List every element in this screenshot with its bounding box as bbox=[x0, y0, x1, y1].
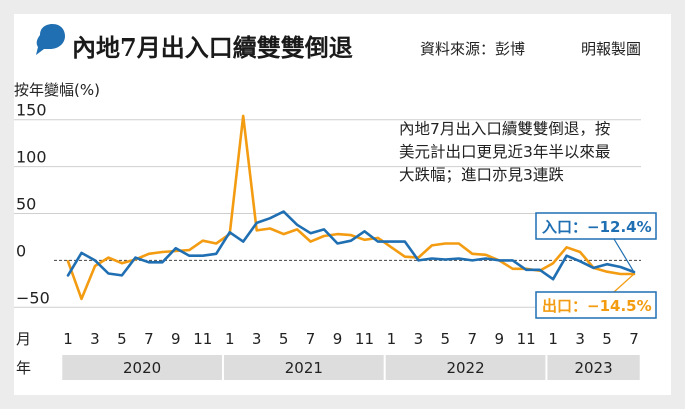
x-month-tick-label: 1 bbox=[63, 330, 73, 348]
year-row-label: 年 bbox=[16, 359, 31, 377]
x-axis-months: 1 3 5 7 9 11 1 3 5 7 9 11 1 3 5 7 9 11 1 3 5 7 bbox=[63, 330, 639, 348]
x-month-tick-label: 9 bbox=[494, 330, 504, 348]
x-month-tick-label: 1 bbox=[225, 330, 235, 348]
x-month-tick-label: 7 bbox=[468, 330, 478, 348]
year-band bbox=[547, 355, 640, 380]
x-month-tick-label: 9 bbox=[333, 330, 343, 348]
annotation-line-1: 內地7月出入口續雙雙倒退，按 bbox=[399, 120, 610, 138]
publisher-text: 明報製圖 bbox=[581, 40, 641, 58]
y-tick-label: 0 bbox=[16, 241, 26, 260]
year-label: 2023 bbox=[574, 359, 612, 377]
x-month-tick-label: 3 bbox=[252, 330, 262, 348]
imports-line bbox=[66, 210, 636, 281]
x-month-tick-label: 3 bbox=[575, 330, 585, 348]
x-month-tick-label: 7 bbox=[306, 330, 316, 348]
imports-leader-line bbox=[613, 238, 635, 273]
imports-badge-box bbox=[535, 212, 657, 240]
speech-bubble-icon bbox=[36, 24, 65, 55]
x-month-tick-label: 11 bbox=[355, 330, 374, 348]
annotation-line-3: 大跌幅；進口亦見3連跌 bbox=[399, 166, 564, 184]
imports-value-badge: 入口：−12.4% bbox=[535, 212, 657, 240]
year-label: 2021 bbox=[285, 359, 323, 377]
y-tick-label: 100 bbox=[16, 148, 47, 167]
x-month-tick-label: 7 bbox=[144, 330, 154, 348]
source-text: 資料來源：彭博 bbox=[420, 40, 525, 58]
chart-svg: 內地7月出入口續雙雙倒退 資料來源：彭博 明報製圖 按年變幅(%) 150100… bbox=[14, 24, 657, 380]
exports-leader-line bbox=[613, 273, 635, 293]
year-band bbox=[62, 355, 222, 380]
x-month-tick-label: 1 bbox=[387, 330, 397, 348]
exports-value-badge: 出口：−14.5% bbox=[535, 291, 657, 319]
x-month-tick-label: 5 bbox=[117, 330, 127, 348]
chart-title: 內地7月出入口續雙雙倒退 bbox=[72, 33, 353, 62]
month-row-label: 月 bbox=[16, 330, 31, 348]
year-label: 2022 bbox=[446, 359, 484, 377]
y-tick-label: −50 bbox=[16, 288, 50, 307]
year-band bbox=[223, 355, 384, 380]
y-axis-ticks: 150 100 50 0 −50 bbox=[16, 101, 50, 308]
series-group bbox=[66, 114, 636, 301]
annotation-box: 內地7月出入口續雙雙倒退，按 美元計出口更見近3年半以來最 大跌幅；進口亦見3連… bbox=[399, 120, 610, 184]
y-axis-title: 按年變幅(%) bbox=[14, 81, 100, 99]
year-band bbox=[385, 355, 546, 380]
x-axis-years: 2020 2021 2022 2023 bbox=[62, 355, 640, 380]
x-month-tick-label: 5 bbox=[279, 330, 289, 348]
y-tick-label: 50 bbox=[16, 195, 36, 214]
x-month-tick-label: 11 bbox=[193, 330, 212, 348]
x-month-tick-label: 9 bbox=[171, 330, 181, 348]
imports-value-label: 入口：−12.4% bbox=[542, 218, 652, 236]
year-label: 2020 bbox=[123, 359, 161, 377]
y-tick-label: 150 bbox=[16, 101, 47, 120]
x-month-tick-label: 3 bbox=[414, 330, 424, 348]
chart-card: 內地7月出入口續雙雙倒退 資料來源：彭博 明報製圖 按年變幅(%) 150 100… bbox=[14, 14, 671, 395]
x-month-tick-label: 5 bbox=[441, 330, 451, 348]
x-month-tick-label: 1 bbox=[548, 330, 558, 348]
exports-value-label: 出口：−14.5% bbox=[542, 297, 652, 315]
x-month-tick-label: 11 bbox=[517, 330, 536, 348]
x-month-tick-label: 5 bbox=[602, 330, 612, 348]
exports-badge-box bbox=[535, 291, 657, 319]
x-month-tick-label: 3 bbox=[90, 330, 100, 348]
x-month-tick-label: 7 bbox=[629, 330, 639, 348]
chart-header: 內地7月出入口續雙雙倒退 資料來源：彭博 明報製圖 bbox=[36, 24, 641, 62]
annotation-line-2: 美元計出口更見近3年半以來最 bbox=[399, 143, 610, 161]
